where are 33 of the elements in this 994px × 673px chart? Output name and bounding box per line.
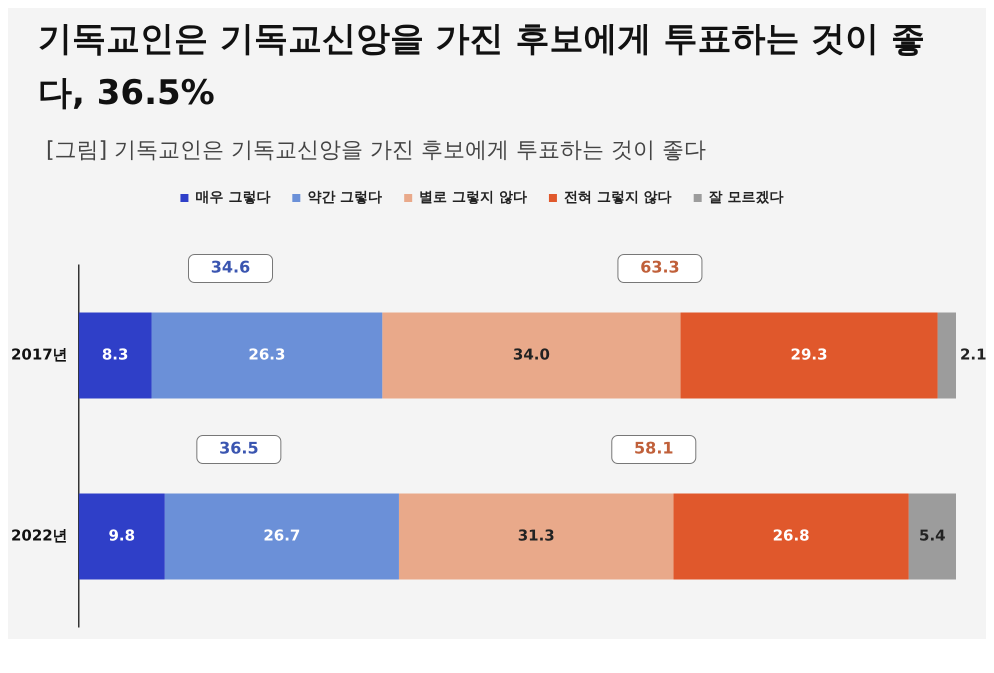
annotation: 36.5	[219, 438, 259, 458]
data-label: 34.0	[512, 345, 550, 364]
data-label: 2.1	[960, 345, 987, 364]
legend-label: 약간 그렇다	[307, 189, 382, 206]
data-label: 26.3	[248, 345, 286, 364]
bar	[152, 312, 382, 398]
bar	[164, 493, 399, 580]
data-label: 9.8	[108, 526, 136, 544]
bar	[382, 312, 681, 398]
bar	[680, 312, 938, 398]
bar	[78, 493, 165, 580]
data-label: 5.4	[919, 526, 946, 544]
y-tick-label: 2017년	[11, 345, 68, 364]
legend-label: 전혀 그렇지 않다	[564, 189, 672, 206]
data-label: 29.3	[790, 345, 828, 364]
bar	[908, 493, 956, 580]
legend-label: 별로 그렇지 않다	[419, 189, 527, 206]
data-label: 26.7	[263, 526, 300, 544]
annotation: 58.1	[634, 438, 674, 458]
legend-label: 매우 그렇다	[195, 189, 270, 206]
chart-title: 기독교인은 기독교신앙을 가진 후보에게 투표하는 것이 좋다, 36.5%	[37, 18, 926, 116]
bar	[78, 312, 152, 398]
annotation: 63.3	[640, 257, 680, 276]
data-label: 31.3	[518, 526, 555, 544]
data-label: 26.8	[772, 526, 810, 544]
annotation: 34.6	[210, 257, 250, 276]
legend-label: 잘 모르겠다	[708, 189, 784, 206]
bar	[938, 312, 956, 398]
data-label: 8.3	[102, 345, 128, 364]
chart-subtitle: [그림] 기독교인은 기독교신앙을 가진 후보에게 투표하는 것이 좋다	[45, 136, 708, 165]
bar	[674, 493, 909, 580]
y-tick-label: 2022년	[11, 526, 68, 544]
bar	[398, 493, 674, 580]
